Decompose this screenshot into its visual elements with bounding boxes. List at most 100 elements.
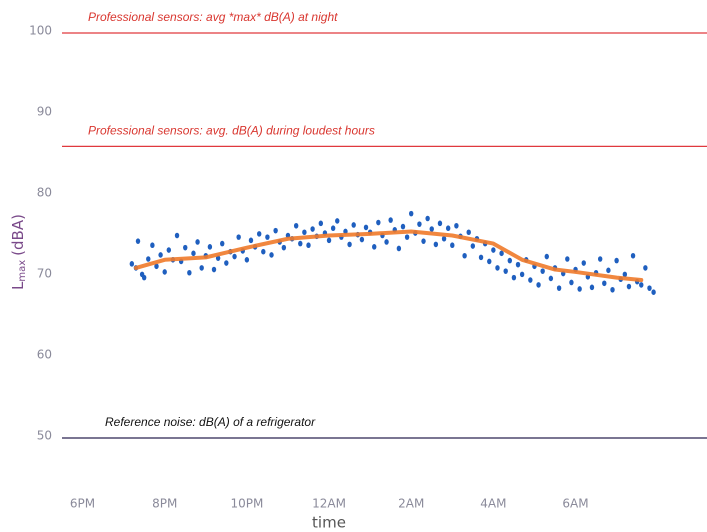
data-point [569, 279, 574, 286]
reference-label: Professional sensors: avg. dB(A) during … [88, 124, 375, 138]
data-point [372, 244, 377, 250]
data-point [495, 265, 500, 271]
data-point [606, 267, 611, 274]
x-tick-label: 8PM [152, 497, 177, 511]
data-point [261, 248, 266, 255]
data-point [507, 257, 513, 264]
data-point [503, 268, 508, 274]
data-point [421, 238, 426, 244]
data-point [318, 220, 324, 227]
data-point [158, 252, 163, 258]
data-point [511, 274, 517, 281]
data-point [445, 225, 451, 232]
data-point [187, 269, 192, 276]
y-axis-label: Lmax (dBA) [9, 214, 29, 290]
x-tick-label: 6AM [562, 497, 588, 511]
data-point [441, 235, 447, 242]
data-point [548, 275, 554, 282]
data-point [248, 237, 254, 244]
data-point [146, 256, 151, 262]
data-point [499, 250, 504, 257]
data-point [454, 222, 459, 229]
y-label-main: L [9, 281, 27, 290]
reference-label: Reference noise: dB(A) of a refrigerator [105, 415, 316, 429]
data-point [384, 239, 389, 245]
data-point [536, 282, 541, 288]
data-point [388, 217, 393, 223]
data-point [154, 263, 159, 270]
data-point [298, 240, 303, 247]
data-point [199, 265, 204, 271]
data-point [265, 234, 270, 240]
data-point [224, 260, 229, 266]
data-point [643, 265, 648, 271]
data-point [577, 286, 582, 292]
y-label-sub: max [17, 260, 28, 282]
y-tick-label: 50 [37, 429, 52, 443]
data-point [540, 268, 545, 274]
data-point [269, 252, 274, 258]
trend-line [133, 229, 644, 283]
x-tick-label: 12AM [312, 497, 346, 511]
data-point [519, 271, 525, 278]
data-point [589, 284, 595, 291]
data-point [556, 285, 562, 291]
data-point [351, 222, 356, 228]
y-label-unit: (dBA) [9, 214, 27, 256]
data-point [195, 239, 200, 245]
data-point [281, 244, 287, 251]
data-point [647, 285, 652, 291]
data-point [396, 245, 402, 252]
data-point [466, 229, 471, 236]
x-axis-label: time [312, 514, 346, 532]
data-point [166, 247, 172, 253]
data-point [626, 283, 632, 290]
data-point [302, 229, 307, 236]
data-point [515, 261, 521, 268]
data-point [417, 221, 422, 227]
data-point [400, 223, 406, 230]
data-point [425, 215, 430, 222]
x-tick-label: 2AM [398, 497, 424, 511]
data-point [293, 222, 299, 229]
data-point [602, 280, 607, 287]
data-point [256, 231, 262, 237]
data-point [478, 254, 484, 261]
data-point [211, 266, 217, 273]
data-point [215, 255, 221, 261]
data-point [232, 253, 237, 260]
data-point [162, 269, 167, 275]
data-point [236, 234, 241, 240]
data-point [651, 289, 656, 296]
data-point [487, 258, 492, 265]
y-tick-label: 100 [29, 24, 52, 38]
data-point [183, 244, 188, 251]
data-point [150, 242, 155, 249]
data-point [207, 244, 213, 250]
data-point [359, 236, 365, 243]
y-tick-label: 80 [37, 186, 52, 200]
data-point [433, 241, 439, 248]
data-point [363, 224, 369, 231]
x-tick-label: 4AM [480, 497, 506, 511]
data-point [565, 256, 570, 262]
y-tick-label: 70 [37, 267, 52, 281]
data-point [174, 232, 180, 239]
y-tick-label: 60 [37, 348, 52, 362]
data-point [630, 252, 636, 259]
x-tick-label: 10PM [230, 497, 263, 511]
data-point [191, 250, 196, 257]
data-point [544, 253, 549, 260]
data-point [409, 210, 414, 217]
data-point [244, 257, 250, 263]
reference-label: Professional sensors: avg *max* dB(A) at… [88, 10, 338, 24]
data-point [404, 234, 410, 240]
data-point [347, 241, 352, 248]
data-point [429, 226, 434, 232]
data-point [220, 240, 225, 247]
data-point [470, 243, 476, 249]
data-point [273, 227, 278, 234]
data-point [129, 261, 135, 267]
data-point [141, 274, 147, 281]
